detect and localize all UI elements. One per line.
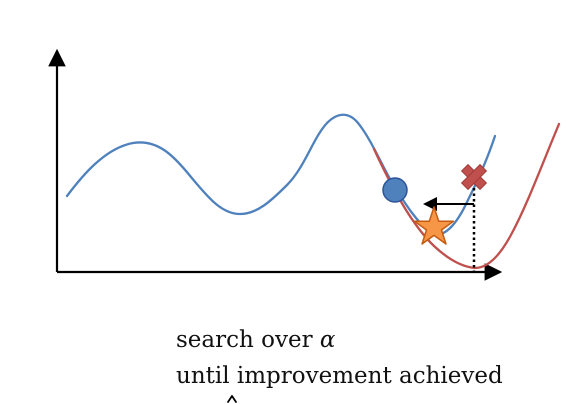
hat-icon	[227, 395, 237, 403]
caption-search-text: search over	[176, 327, 313, 353]
alpha-symbol: α	[319, 327, 336, 353]
model-curve	[372, 122, 561, 270]
caption: search over α until improvement achieved	[176, 322, 503, 394]
caption-line-search: search over α	[176, 322, 503, 358]
caption-line-improvement: until improvement achieved	[176, 363, 503, 389]
star-icon	[413, 206, 455, 245]
circle-icon	[382, 177, 408, 203]
x-mark-icon	[460, 163, 488, 191]
